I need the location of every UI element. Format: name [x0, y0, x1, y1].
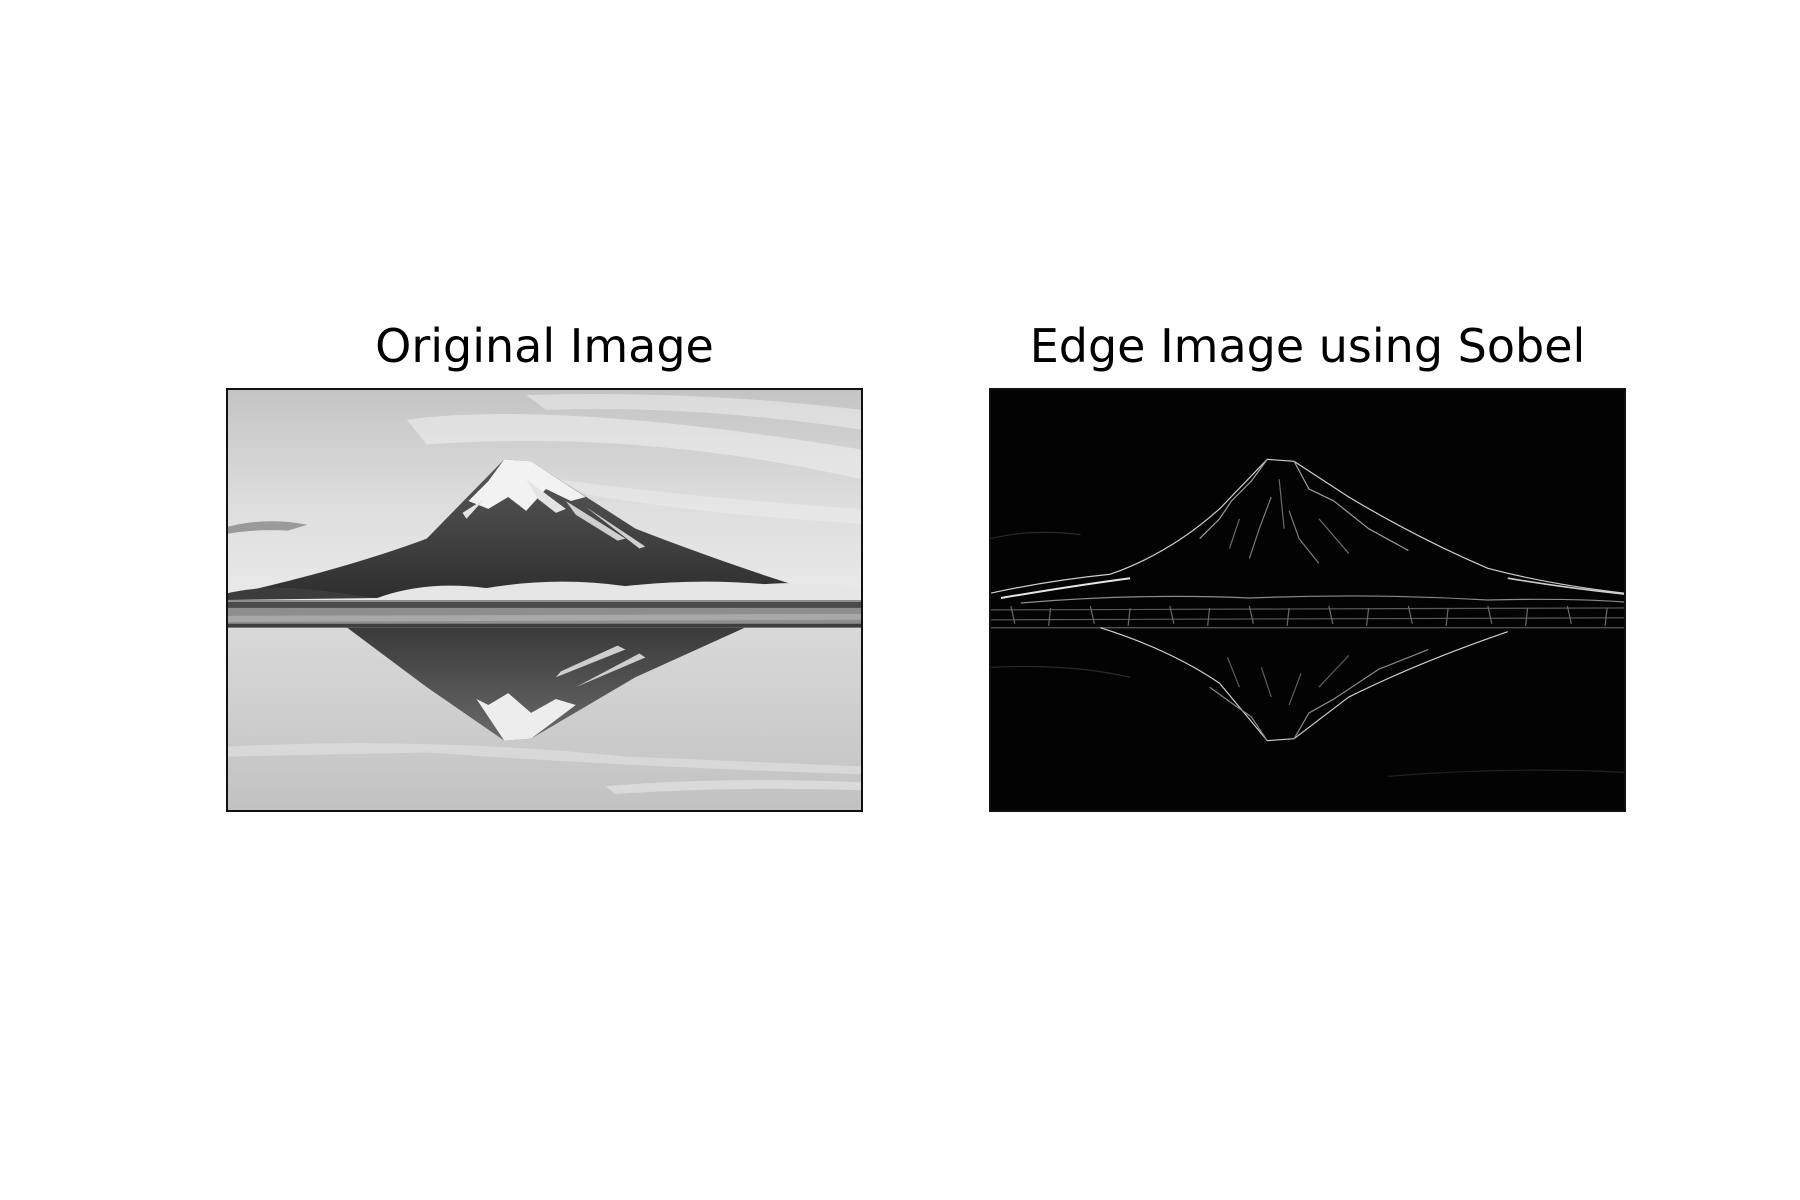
edge-image [991, 390, 1624, 810]
edge-image-title: Edge Image using Sobel [1029, 319, 1586, 373]
original-image [228, 390, 861, 810]
original-image-title: Original Image [375, 319, 714, 373]
edge-image-panel [989, 388, 1626, 812]
original-image-panel [226, 388, 863, 812]
